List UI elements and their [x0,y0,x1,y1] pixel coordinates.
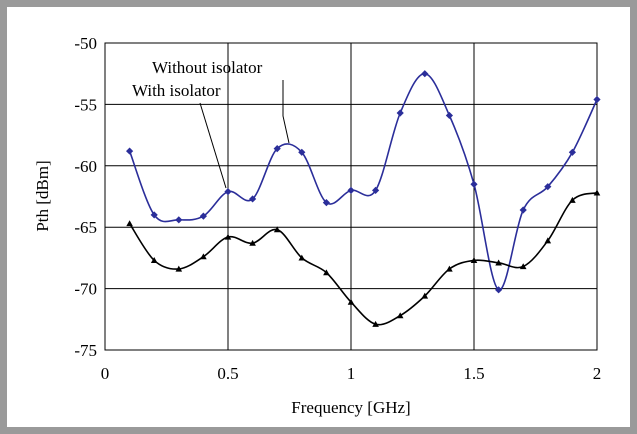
with-isolator-point [421,292,429,299]
without-isolator-point [495,286,503,294]
with-isolator-point [298,254,306,261]
without-isolator-point [396,109,404,117]
with-isolator-point [446,265,453,272]
with-isolator-point [470,257,478,263]
with-isolator-point [249,239,256,246]
with-isolator-point [224,233,232,240]
y-tick-label: -55 [74,95,97,114]
x-tick-label: 0 [101,364,110,383]
with-isolator-point [175,265,183,272]
with-isolator-point [200,253,207,260]
without-isolator-point [593,95,601,104]
without-isolator-point [568,148,576,156]
with-isolator-point [347,298,355,305]
y-tick-label: -50 [74,34,97,53]
without-isolator-point [470,180,478,188]
without-isolator-point [421,70,429,78]
y-tick-label: -60 [74,157,97,176]
with-isolator-point [593,189,601,196]
annotation-leader-line [199,102,227,189]
without-isolator-point [372,186,380,194]
y-tick-label: -65 [74,218,97,237]
x-tick-label: 1 [347,364,356,383]
with-isolator-point [372,320,379,327]
x-axis-title: Frequency [GHz] [291,398,410,417]
without-isolator-point [322,199,330,207]
y-tick-label: -70 [74,280,97,299]
series-group [126,70,601,327]
annotation-leader-line [282,80,290,144]
x-tick-label: 2 [593,364,602,383]
annotation-label: With isolator [132,81,221,100]
x-tick-labels: 0 0.5 1 1.5 2 [101,364,602,383]
without-isolator-point [224,187,232,196]
with-isolator-point [396,312,404,319]
with-isolator-point [150,257,158,263]
with-isolator-point [544,237,552,244]
with-isolator-point [126,220,133,227]
without-isolator-point [175,216,183,224]
without-isolator-point [445,111,453,120]
annotations: Without isolator With isolator [132,58,290,189]
with-isolator-point [569,196,576,203]
without-isolator-point [544,183,552,191]
plot-border [104,42,598,351]
without-isolator-point [298,148,306,156]
with-isolator-point [495,259,502,266]
x-tick-label: 1.5 [463,364,484,383]
x-tick-label: 0.5 [217,364,238,383]
without-isolator-point [126,147,134,155]
without-isolator-point [249,195,257,203]
with-isolator-point [273,226,281,233]
y-tick-label: -75 [74,341,97,360]
y-axis-title: Pth [dBm] [33,160,52,231]
with-isolator-point [519,263,527,270]
without-isolator-point [519,206,527,214]
without-isolator-point [199,212,207,220]
y-tick-labels: -50 -55 -60 -65 -70 -75 [74,34,97,360]
without-isolator-point [273,145,281,153]
annotation-label: Without isolator [152,58,263,77]
with-isolator-point [323,269,330,276]
without-isolator-point [150,211,158,219]
without-isolator-point [347,186,355,194]
